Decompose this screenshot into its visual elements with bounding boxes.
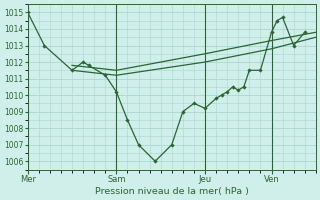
X-axis label: Pression niveau de la mer( hPa ): Pression niveau de la mer( hPa )	[95, 187, 249, 196]
